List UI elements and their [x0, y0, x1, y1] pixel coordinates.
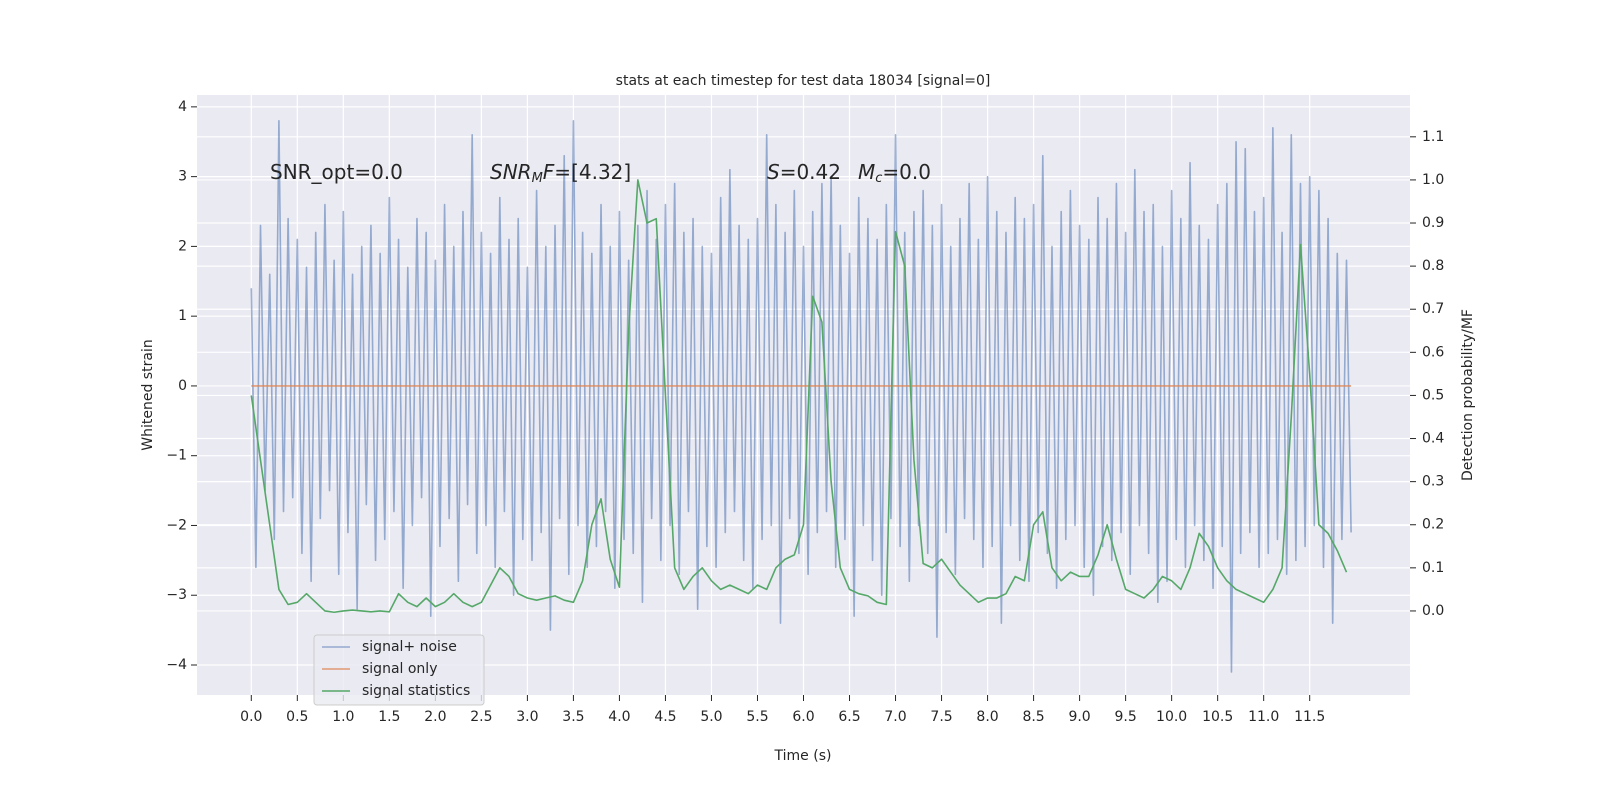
y2-tick-label: 0.0	[1422, 603, 1444, 619]
x-tick-label: 5.5	[746, 709, 768, 725]
y-tick-label: −1	[166, 448, 187, 464]
y2-tick-label: 1.1	[1422, 129, 1444, 145]
chart-title: stats at each timestep for test data 180…	[616, 73, 991, 89]
y2-axis-label: Detection probability/MF	[1460, 309, 1476, 481]
x-tick-label: 6.0	[792, 709, 814, 725]
annotation-part: SNR_opt=0.0	[270, 160, 403, 184]
y-axis-label: Whitened strain	[140, 339, 156, 450]
x-tick-label: 11.0	[1248, 709, 1279, 725]
y2-tick-label: 0.4	[1422, 431, 1444, 447]
x-tick-label: 1.0	[332, 709, 354, 725]
annotation-part: S	[767, 160, 780, 184]
annotation: SNRMF=[4.32]	[490, 160, 631, 186]
annotation-part: M	[532, 171, 543, 186]
x-tick-label: 11.5	[1294, 709, 1325, 725]
x-tick-label: 4.0	[608, 709, 630, 725]
x-tick-label: 7.0	[884, 709, 906, 725]
x-tick-label: 7.5	[930, 709, 952, 725]
y-tick-label: 0	[178, 378, 187, 394]
annotation-part: M	[858, 160, 875, 184]
x-tick-label: 6.5	[838, 709, 860, 725]
y2-tick-label: 1.0	[1422, 172, 1444, 188]
x-tick-label: 4.5	[654, 709, 676, 725]
y-tick-label: −2	[166, 517, 187, 533]
y-tick-label: 2	[178, 238, 187, 254]
y2-tick-label: 0.8	[1422, 258, 1444, 274]
x-tick-label: 0.5	[286, 709, 308, 725]
annotation-part: =0.42	[780, 160, 841, 184]
x-tick-label: 0.0	[240, 709, 262, 725]
annotation-part: F	[543, 160, 555, 184]
y2-tick-label: 0.7	[1422, 301, 1444, 317]
y2-tick-label: 0.9	[1422, 215, 1444, 231]
y2-tick-label: 0.2	[1422, 517, 1444, 533]
legend-label: signal statistics	[362, 683, 470, 699]
series-line	[250, 179, 1348, 614]
y2-tick-label: 0.1	[1422, 560, 1444, 576]
x-tick-label: 9.0	[1068, 709, 1090, 725]
annotation-part: SNR	[490, 160, 532, 184]
annotation: SNR_opt=0.0	[270, 160, 403, 184]
y-tick-label: −4	[166, 657, 187, 673]
y2-tick-label: 0.3	[1422, 474, 1444, 490]
x-tick-label: 2.0	[424, 709, 446, 725]
legend-box	[313, 634, 485, 706]
series-line	[250, 120, 1352, 673]
legend: signal+ noise signal only signal statistic…	[313, 634, 485, 706]
x-tick-label: 5.0	[700, 709, 722, 725]
x-tick-label: 3.0	[516, 709, 538, 725]
x-tick-label: 10.5	[1202, 709, 1233, 725]
y-tick-label: 1	[178, 308, 187, 324]
y2-tick-label: 0.6	[1422, 344, 1444, 360]
legend-label: signal only	[362, 661, 437, 677]
annotation: Mc=0.0	[858, 160, 931, 186]
x-tick-label: 8.5	[1022, 709, 1044, 725]
annotation: S=0.42	[767, 160, 841, 184]
x-tick-label: 9.5	[1114, 709, 1136, 725]
legend-label: signal+ noise	[362, 639, 457, 655]
x-tick-label: 1.5	[378, 709, 400, 725]
x-tick-label: 8.0	[976, 709, 998, 725]
y-tick-label: −3	[166, 587, 187, 603]
annotation-part: =[4.32]	[554, 160, 631, 184]
y-tick-label: 3	[178, 169, 187, 185]
x-tick-label: 3.5	[562, 709, 584, 725]
x-axis-label: Time (s)	[774, 748, 832, 764]
x-tick-label: 2.5	[470, 709, 492, 725]
x-tick-label: 10.0	[1156, 709, 1187, 725]
y2-tick-label: 0.5	[1422, 387, 1444, 403]
annotation-part: =0.0	[882, 160, 931, 184]
annotation-part: c	[875, 171, 882, 186]
y-tick-label: 4	[178, 99, 187, 115]
